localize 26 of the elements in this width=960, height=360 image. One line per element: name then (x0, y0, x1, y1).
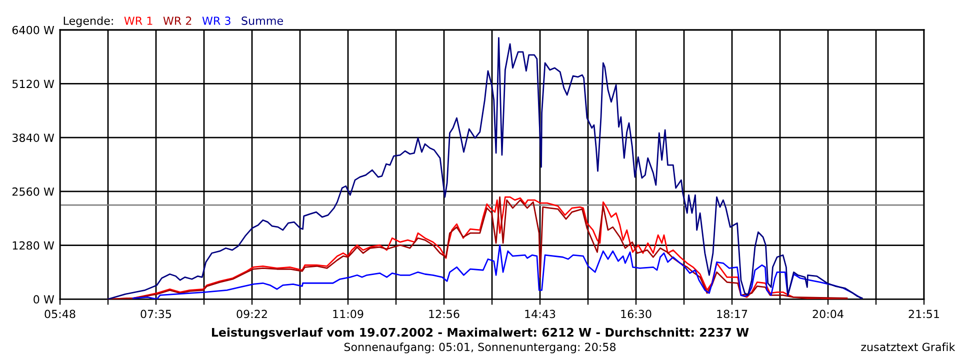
text: WR 3 (202, 16, 230, 25)
x-tick-label: 16:30 (621, 310, 652, 318)
text: WR 1 (124, 16, 152, 25)
x-tick-label: 09:22 (236, 310, 267, 318)
line-series (107, 37, 863, 300)
y-tick-label: 1280 W (12, 241, 54, 250)
text: Sonnenaufgang: 05:01, Sonnenuntergang: 20:58 (344, 342, 616, 354)
y-tick-label: 2560 W (12, 187, 54, 196)
x-tick-label: 20:04 (812, 310, 844, 318)
y-tick-label: 5120 W (12, 80, 54, 88)
x-tick-label: 12:56 (429, 310, 460, 318)
x-tick-label: 07:35 (140, 310, 172, 318)
x-tick-label: 14:43 (525, 310, 556, 318)
x-tick-label: 05:48 (44, 310, 76, 318)
text: Leistungsverlauf vom 19.07.2002 - Maximalwert: 6212 W - Durchschnitt: 2237 W (212, 328, 749, 340)
x-tick-label: 11:09 (333, 310, 364, 318)
text: WR 2 (163, 16, 192, 25)
y-tick-label: 0 W (34, 295, 54, 304)
x-tick-label: 18:17 (717, 310, 748, 318)
y-tick-label: 6400 W (12, 26, 54, 34)
text: zusatztext Grafik (861, 342, 956, 352)
text: Summe (242, 16, 283, 25)
y-tick-label: 3840 W (12, 134, 54, 142)
legend-title: Legende: (64, 16, 113, 28)
x-tick-label: 21:51 (908, 310, 939, 318)
line-series (132, 244, 862, 300)
